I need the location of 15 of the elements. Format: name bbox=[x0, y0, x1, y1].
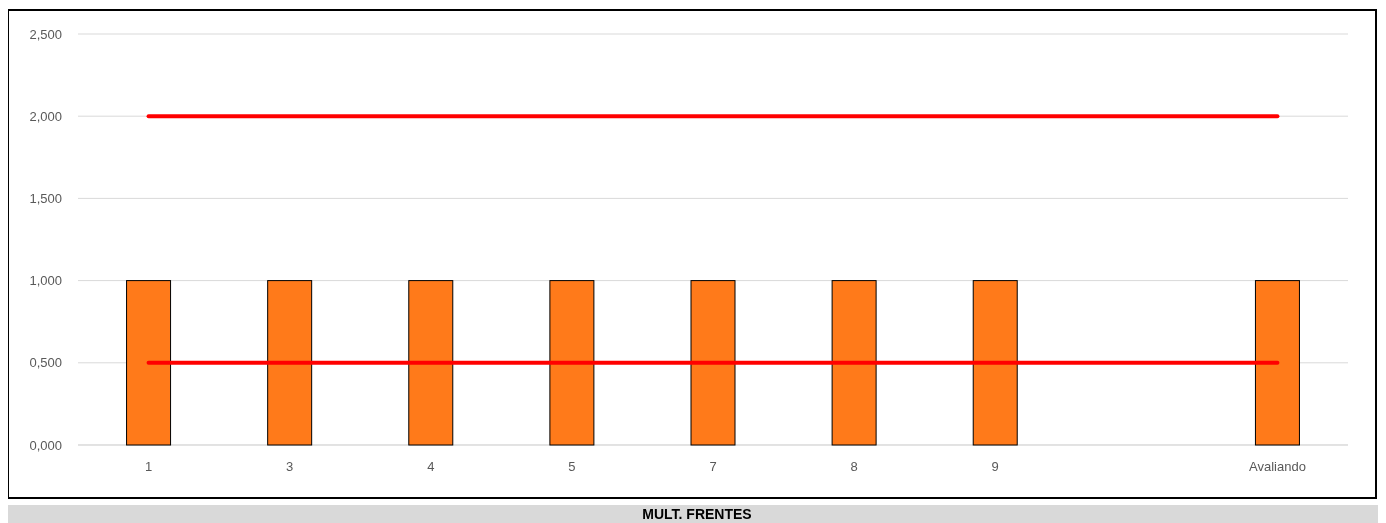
x-tick-label: 3 bbox=[286, 459, 294, 474]
y-tick-label: 1,000 bbox=[29, 273, 62, 289]
y-tick-label: 0,000 bbox=[29, 437, 62, 453]
y-tick-label: 2,000 bbox=[29, 108, 62, 124]
x-tick-label: 7 bbox=[709, 459, 717, 474]
y-tick-label: 2,500 bbox=[29, 26, 62, 42]
x-tick-label: 8 bbox=[850, 459, 858, 474]
x-tick-label: Avaliando bbox=[1249, 459, 1306, 474]
x-tick-label: 1 bbox=[144, 459, 153, 474]
x-tick-label: 5 bbox=[568, 459, 576, 474]
x-tick-label: 4 bbox=[427, 459, 435, 474]
x-tick-label: 9 bbox=[991, 459, 999, 474]
y-tick-label: 1,500 bbox=[29, 190, 62, 206]
y-tick-label: 0,500 bbox=[29, 355, 62, 371]
text: MULT. FRENTES bbox=[642, 506, 752, 522]
